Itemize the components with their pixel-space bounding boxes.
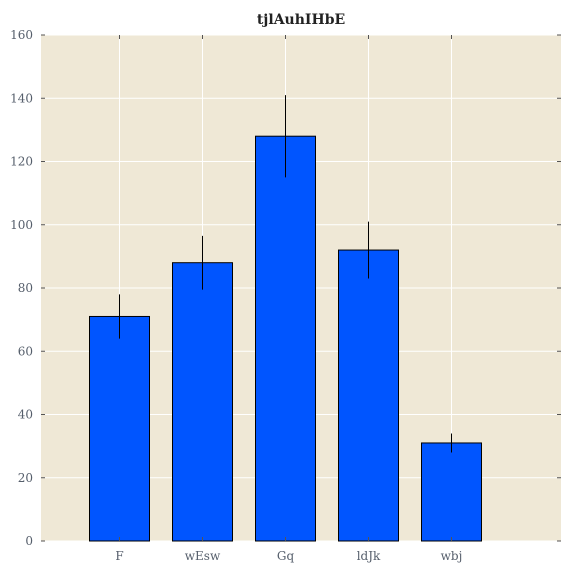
x-tick-label-wEsw: wEsw (185, 549, 221, 563)
error-bars-group (119, 95, 452, 453)
x-tick-label-F: F (115, 549, 123, 563)
bar-wEsw (172, 262, 233, 542)
bar-wbj (421, 442, 482, 542)
y-tick-label: 40 (18, 408, 33, 422)
x-tick-label-Gq: Gq (277, 549, 295, 563)
y-tick-label: 20 (18, 471, 33, 485)
y-tick-label: 120 (10, 155, 33, 169)
y-axis: 0 20 40 60 80 100 120 140 160 (10, 28, 561, 548)
y-tick-label: 60 (18, 344, 33, 358)
y-tick-label: 160 (10, 28, 33, 42)
x-tick-label-ldJk: ldJk (357, 549, 381, 563)
y-tick-label: 100 (10, 218, 33, 232)
bar-F (89, 315, 150, 542)
y-tick-label: 140 (10, 91, 33, 105)
bars-group (89, 135, 482, 542)
chart-title: tjlAuhIHbE (257, 12, 345, 28)
y-tick-label: 0 (25, 534, 33, 548)
y-tick-label: 80 (18, 281, 33, 295)
bar-ldJk (338, 249, 399, 542)
x-tick-label-wbj: wbj (441, 549, 463, 563)
bar-Gq (255, 135, 316, 542)
